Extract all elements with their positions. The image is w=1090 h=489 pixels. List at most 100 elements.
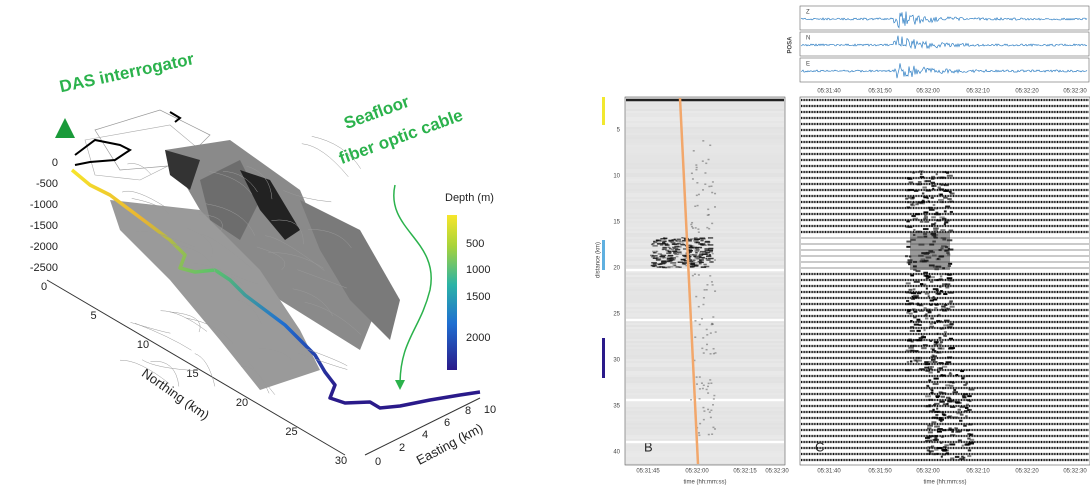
signal xyxy=(697,305,700,308)
signal xyxy=(907,259,913,262)
signal xyxy=(931,216,936,219)
signal xyxy=(696,246,703,249)
signal xyxy=(713,394,716,397)
signal xyxy=(690,172,693,175)
signal xyxy=(709,416,712,419)
signal xyxy=(714,352,717,354)
signal xyxy=(913,228,916,231)
signal xyxy=(711,433,714,435)
signal xyxy=(668,239,673,242)
signal xyxy=(910,274,913,277)
signal xyxy=(662,243,666,245)
y-tick-label: 40 xyxy=(613,450,620,456)
signal xyxy=(948,190,952,193)
signal xyxy=(961,455,964,458)
signal xyxy=(659,244,664,246)
signal xyxy=(936,314,939,317)
signal xyxy=(924,217,928,220)
signal xyxy=(923,307,927,310)
signal xyxy=(944,273,949,276)
signal xyxy=(700,239,704,242)
signal xyxy=(948,262,953,265)
signal xyxy=(927,311,932,314)
signal xyxy=(942,387,945,390)
signal xyxy=(947,356,953,359)
signal xyxy=(689,262,696,265)
signal xyxy=(916,230,922,233)
signal xyxy=(930,355,934,358)
signal xyxy=(697,243,704,245)
signal xyxy=(906,201,910,204)
signal xyxy=(714,290,717,292)
signal xyxy=(705,255,712,257)
signal xyxy=(694,255,700,258)
axis-label: time (hh:mm:ss) xyxy=(923,480,966,486)
signal xyxy=(943,171,947,174)
signal xyxy=(952,381,955,384)
signal xyxy=(707,241,711,243)
signal xyxy=(910,344,916,347)
signal xyxy=(928,379,932,382)
signal xyxy=(961,394,965,397)
signal xyxy=(701,160,704,162)
signal xyxy=(931,416,938,419)
signal xyxy=(694,319,697,322)
signal xyxy=(942,449,948,452)
z-tick-label: -1000 xyxy=(30,199,58,211)
signal xyxy=(919,176,925,179)
signal xyxy=(940,374,946,377)
signal xyxy=(707,208,710,211)
signal xyxy=(908,346,914,349)
signal xyxy=(923,274,928,277)
signal xyxy=(910,197,915,200)
signal xyxy=(927,446,933,449)
signal xyxy=(938,343,942,346)
signal xyxy=(931,185,935,188)
signal xyxy=(701,387,704,390)
signal xyxy=(918,304,924,307)
signal xyxy=(944,444,949,447)
northing-tick-label: 0 xyxy=(41,281,47,293)
signal xyxy=(967,437,971,440)
signal xyxy=(935,341,938,344)
signal xyxy=(952,416,958,419)
signal xyxy=(929,280,934,283)
signal xyxy=(937,186,942,189)
signal xyxy=(921,347,927,350)
signal xyxy=(959,419,963,422)
signal xyxy=(913,359,920,362)
signal xyxy=(662,246,667,249)
signal xyxy=(705,162,708,165)
x-tick-label: 05:32:00 xyxy=(685,469,709,475)
contour xyxy=(265,235,325,271)
signal xyxy=(684,255,688,258)
signal xyxy=(671,243,678,246)
y-tick-label: 10 xyxy=(613,174,620,180)
signal xyxy=(915,203,919,206)
x-tick-label: 05:31:40 xyxy=(817,89,841,95)
signal xyxy=(688,259,693,261)
signal xyxy=(688,254,695,256)
signal xyxy=(940,183,946,186)
signal xyxy=(912,217,918,220)
signal xyxy=(914,350,919,353)
signal xyxy=(934,307,938,310)
signal xyxy=(667,246,670,249)
signal xyxy=(681,263,685,265)
signal xyxy=(662,248,667,251)
signal xyxy=(686,248,693,251)
signal xyxy=(929,299,934,302)
signal xyxy=(949,384,954,387)
signal xyxy=(927,367,933,370)
signal xyxy=(693,255,696,258)
signal xyxy=(663,256,667,259)
signal xyxy=(908,288,913,291)
signal xyxy=(947,273,952,276)
signal xyxy=(696,204,699,207)
signal xyxy=(702,418,705,421)
signal xyxy=(707,249,714,252)
signal xyxy=(905,349,912,352)
signal xyxy=(938,418,944,421)
signal xyxy=(706,284,709,286)
signal xyxy=(933,403,936,406)
